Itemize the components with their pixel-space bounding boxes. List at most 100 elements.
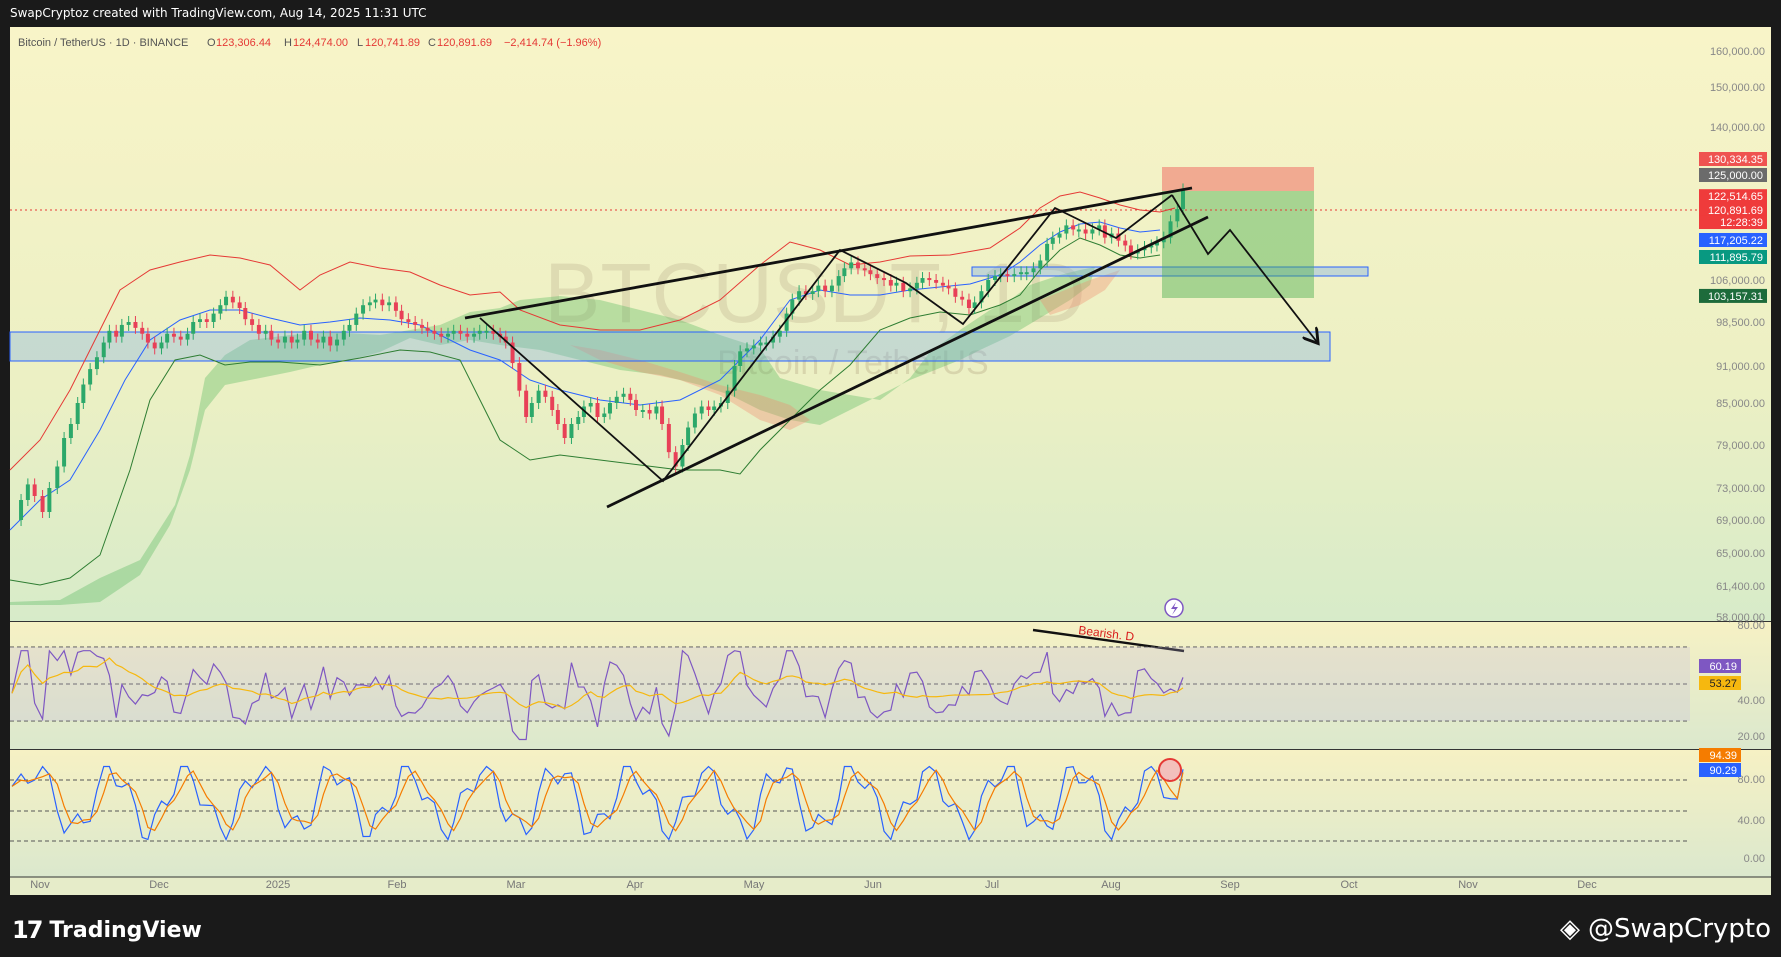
svg-text:−2,414.74 (−1.96%): −2,414.74 (−1.96%) xyxy=(504,37,601,49)
candle xyxy=(373,299,378,303)
candle xyxy=(562,424,567,438)
candle xyxy=(81,384,86,403)
candle xyxy=(361,305,366,314)
price-tick-label: 73,000.00 xyxy=(1716,483,1765,495)
candle xyxy=(621,393,626,397)
price-label-bg xyxy=(1699,168,1767,182)
candle xyxy=(960,296,965,300)
price-label-bg xyxy=(1699,151,1767,166)
candle xyxy=(126,322,131,325)
stoch-axis: 80.00 40.00 0.00 94.39 90.29 xyxy=(1699,748,1765,865)
candle xyxy=(1076,229,1081,232)
candle xyxy=(777,330,782,337)
candle xyxy=(1175,209,1180,222)
candle xyxy=(517,363,522,391)
candle xyxy=(178,336,183,340)
take-profit-zone[interactable] xyxy=(1162,191,1314,298)
tradingview-brand[interactable]: 17 TradingView xyxy=(12,916,202,944)
stoch-overbought-marker xyxy=(1158,758,1182,782)
candle xyxy=(367,302,372,306)
candle xyxy=(1057,233,1062,238)
price-label: 111,895.79 xyxy=(1710,252,1763,264)
candle xyxy=(1128,245,1133,254)
price-label-bg xyxy=(1699,288,1767,303)
candle xyxy=(477,330,482,334)
candle xyxy=(269,330,274,340)
upper-band xyxy=(9,191,1176,471)
candle xyxy=(204,319,209,322)
candle xyxy=(1071,225,1076,230)
candle xyxy=(771,336,776,343)
rsi-value-label: 53.27 xyxy=(1709,678,1737,690)
price-tick-label: 61,400.00 xyxy=(1716,581,1765,593)
svg-text:124,474.00: 124,474.00 xyxy=(293,37,348,49)
price-tick-label: 85,000.00 xyxy=(1716,398,1765,410)
price-tick-label: 58,000.00 xyxy=(1716,612,1765,624)
candle xyxy=(908,288,913,292)
candle xyxy=(940,282,945,286)
price-label: 120,891.69 xyxy=(1708,205,1763,217)
candle xyxy=(19,500,24,520)
credit-line: SwapCryptoz created with TradingView.com… xyxy=(10,6,427,20)
rsi-value-bg xyxy=(1699,676,1741,690)
candle xyxy=(1083,229,1088,234)
candle xyxy=(380,299,385,306)
svg-text:H: H xyxy=(284,37,292,49)
candle xyxy=(289,336,294,343)
candle xyxy=(1168,221,1173,238)
price-tick-label: 140,000.00 xyxy=(1710,122,1765,134)
candle xyxy=(836,276,841,286)
stop-loss-zone[interactable] xyxy=(1162,167,1314,191)
candle xyxy=(732,366,737,391)
price-label-bg xyxy=(1699,250,1767,265)
candle xyxy=(491,330,496,334)
candle xyxy=(1149,245,1154,248)
candle xyxy=(712,406,717,410)
candle xyxy=(920,278,925,283)
candle xyxy=(197,319,202,322)
svg-text:120,741.89: 120,741.89 xyxy=(365,37,420,49)
time-tick-label: Dec xyxy=(1577,879,1597,891)
candle xyxy=(484,330,489,333)
candle xyxy=(972,302,977,308)
candle xyxy=(810,291,815,294)
candle xyxy=(758,342,763,346)
price-label: 125,000.00 xyxy=(1708,170,1763,182)
diamond-logo-icon: ◈ xyxy=(1559,914,1580,944)
support-zone-lower[interactable] xyxy=(9,331,1331,362)
support-zone-upper[interactable] xyxy=(971,266,1369,277)
candle xyxy=(634,399,639,410)
candle xyxy=(114,330,119,337)
candle xyxy=(25,484,30,500)
candle xyxy=(536,390,541,403)
price-label: 130,334.35 xyxy=(1708,154,1763,166)
candle xyxy=(211,313,216,322)
candle xyxy=(1064,225,1069,234)
time-axis xyxy=(10,877,1771,895)
price-tick-label: 160,000.00 xyxy=(1710,46,1765,58)
candle xyxy=(107,330,112,343)
candle xyxy=(465,333,470,337)
candle xyxy=(315,339,320,343)
price-axis: 160,000.00 150,000.00 140,000.00 106,000.00… xyxy=(1710,46,1765,624)
price-label-bg xyxy=(1699,189,1767,204)
candle xyxy=(399,310,404,320)
candle xyxy=(243,308,248,320)
candle xyxy=(295,339,300,343)
candle xyxy=(901,282,906,292)
candle xyxy=(1123,240,1128,246)
time-tick-label: Apr xyxy=(626,879,643,891)
candle xyxy=(751,345,756,349)
candle xyxy=(764,342,769,345)
candle xyxy=(738,351,743,366)
candle xyxy=(237,302,242,308)
svg-text:120,891.69: 120,891.69 xyxy=(437,37,492,49)
candle xyxy=(686,427,691,445)
stoch-value-label: 94.39 xyxy=(1709,750,1737,762)
time-tick-label: Nov xyxy=(30,879,50,891)
candle xyxy=(654,406,659,414)
candle xyxy=(145,333,150,343)
svg-text:C: C xyxy=(428,37,436,49)
